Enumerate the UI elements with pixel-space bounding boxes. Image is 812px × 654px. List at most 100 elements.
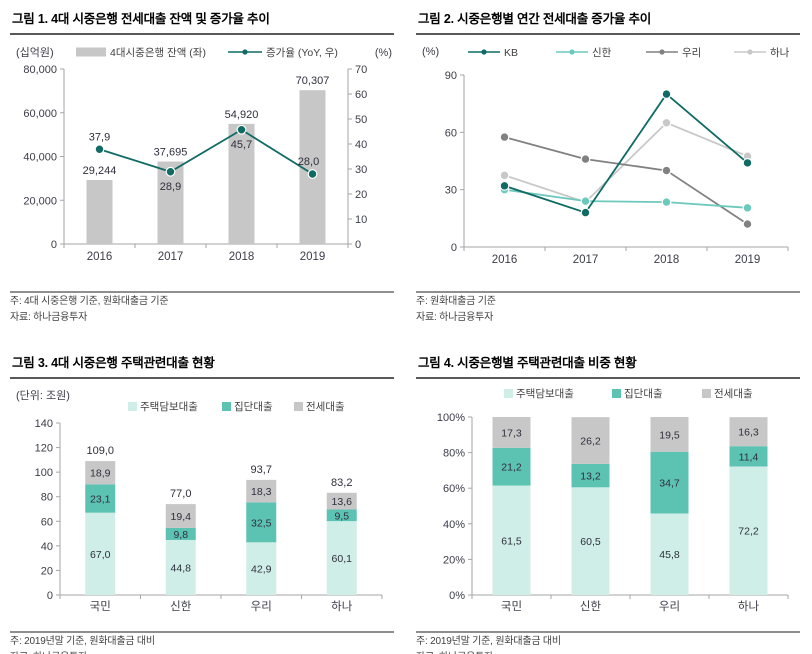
segment-value-label: 61,5 bbox=[501, 535, 522, 547]
figure3-chart: (단위: 조원) 주택담보대출 집단대출 전세대출 0 20 40 60 80 100 120 140… bbox=[10, 383, 396, 628]
legend-bar-swatch bbox=[76, 47, 106, 57]
total-value-label: 83,2 bbox=[331, 477, 352, 489]
figure2-chart: (%) KB 신한 우리 하나 0 30 60 90 2016 2017 2018 2019 bbox=[416, 39, 802, 288]
bar-segment bbox=[165, 504, 196, 528]
chart-text: 90 bbox=[445, 70, 457, 82]
data-point-marker bbox=[580, 207, 591, 218]
data-point-marker bbox=[742, 158, 753, 168]
line-series-KB bbox=[499, 89, 753, 218]
figure2-note: 주: 원화대출금 기준 bbox=[416, 296, 496, 307]
figure-panel-3: 그림 3. 4대 시중은행 주택관련대출 현황 (단위: 조원) 주택담보대출 집단… bbox=[0, 344, 406, 654]
chart-text: 0 bbox=[47, 590, 53, 602]
segment-value-label: 67,0 bbox=[90, 549, 111, 561]
bar bbox=[86, 180, 113, 244]
line-value-label: 28,9 bbox=[160, 181, 181, 193]
chart-text: 70 bbox=[355, 64, 367, 76]
figure4-note: 주: 2019년말 기준, 원화대출금 대비 bbox=[416, 636, 561, 647]
chart-text: 60 bbox=[41, 516, 53, 528]
chart-text: 우리 bbox=[659, 600, 680, 613]
data-point-marker bbox=[661, 165, 672, 176]
line-series-우리 bbox=[499, 132, 753, 229]
bar-value-label: 37,695 bbox=[154, 147, 188, 159]
chart-text: 2018 bbox=[229, 251, 255, 263]
legend-line-dot bbox=[481, 49, 487, 55]
data-point-marker bbox=[580, 154, 591, 164]
bar-segment bbox=[326, 492, 357, 510]
segment-value-label: 9,5 bbox=[334, 510, 349, 522]
data-point-marker bbox=[236, 124, 247, 135]
segment-value-label: 11,4 bbox=[739, 451, 759, 463]
left-axis-unit: (%) bbox=[422, 46, 439, 58]
bar-segment bbox=[492, 447, 531, 486]
chart-text: 0% bbox=[449, 590, 465, 602]
stacked-bar-우리: 45,8 34,7 19,5 bbox=[650, 417, 689, 595]
segment-value-label: 44,8 bbox=[171, 562, 192, 574]
stacked-bar-하나: 72,2 11,4 16,3 bbox=[729, 417, 768, 595]
chart-text: 100 bbox=[35, 467, 53, 479]
chart-text: 2017 bbox=[573, 254, 599, 266]
data-point-marker bbox=[499, 180, 510, 191]
legend-swatch bbox=[702, 389, 711, 398]
bar-segment bbox=[571, 487, 610, 595]
chart-text: 80% bbox=[443, 448, 465, 460]
footnote-divider bbox=[10, 291, 394, 293]
series-line bbox=[504, 92, 749, 214]
chart-text: 40 bbox=[355, 139, 367, 151]
segment-value-label: 23,1 bbox=[90, 493, 111, 505]
bar bbox=[228, 123, 255, 244]
legend-line-label: 증가율 (YoY, 우) bbox=[266, 47, 338, 59]
bar-value-label: 54,920 bbox=[225, 109, 259, 121]
segment-value-label: 21,2 bbox=[501, 462, 522, 474]
chart-text: 우리 bbox=[251, 600, 272, 613]
bar-segment bbox=[165, 527, 196, 540]
total-value-label: 77,0 bbox=[170, 488, 191, 500]
chart-text: 0 bbox=[355, 239, 361, 251]
series-line bbox=[504, 121, 748, 204]
figure1-title: 그림 1. 4대 시중은행 전세대출 잔액 및 증가율 추이 bbox=[12, 12, 270, 26]
data-point-marker bbox=[742, 202, 753, 213]
legend-label: 우리 bbox=[682, 47, 701, 59]
chart-text: 20,000 bbox=[23, 195, 57, 207]
legend-label: 집단대출 bbox=[624, 388, 663, 400]
footnote-divider bbox=[10, 631, 394, 633]
figure1-note: 주: 4대 시중은행 기준, 원화대출금 기준 bbox=[10, 296, 169, 307]
chart-text: 60 bbox=[355, 89, 367, 101]
chart-text: 2019 bbox=[300, 251, 326, 263]
chart-text: 20 bbox=[355, 189, 367, 201]
figure2-source: 자료: 하나금융투자 bbox=[416, 312, 494, 323]
stacked-bar-하나: 60,1 9,5 13,6 bbox=[326, 492, 357, 595]
bar-segment bbox=[650, 417, 689, 452]
fig4-chart-svg: 주택담보대출 집단대출 전세대출 0% 20% 40% 60% 80% 100% 61,5 21,2… bbox=[437, 388, 789, 613]
segment-value-label: 26,2 bbox=[580, 435, 601, 447]
figure-panel-1: 그림 1. 4대 시중은행 전세대출 잔액 및 증가율 추이 (십억원) (%) 4… bbox=[0, 0, 406, 344]
legend-label: 전세대출 bbox=[714, 388, 753, 400]
segment-value-label: 18,9 bbox=[90, 468, 111, 480]
line-series-신한 bbox=[499, 184, 753, 213]
data-point-marker bbox=[661, 197, 672, 207]
bar-segment bbox=[246, 502, 277, 543]
bar bbox=[299, 90, 326, 245]
figure4-chart: 주택담보대출 집단대출 전세대출 0% 20% 40% 60% 80% 100% 61,5 21,2… bbox=[416, 383, 802, 628]
segment-value-label: 60,5 bbox=[580, 536, 601, 548]
figure3-note: 주: 2019년말 기준, 원화대출금 대비 bbox=[10, 636, 155, 647]
legend-swatch bbox=[128, 402, 137, 411]
chart-text: 하나 bbox=[738, 599, 760, 613]
segment-value-label: 60,1 bbox=[332, 553, 353, 565]
chart-text: 40 bbox=[41, 541, 53, 553]
figure3-source: 자료: 하나금융투자 bbox=[10, 649, 394, 654]
segment-value-label: 18,3 bbox=[251, 486, 272, 498]
bar-segment bbox=[729, 446, 768, 467]
title-divider bbox=[10, 377, 394, 379]
chart-text: 120 bbox=[35, 443, 53, 455]
bar-segment bbox=[729, 466, 768, 595]
bar-segment bbox=[85, 461, 116, 485]
legend-swatch bbox=[294, 402, 303, 411]
stacked-bar-우리: 42,9 32,5 18,3 bbox=[246, 479, 277, 595]
title-divider bbox=[416, 33, 800, 35]
legend-label: 주택담보대출 bbox=[516, 388, 574, 400]
segment-value-label: 19,4 bbox=[171, 511, 192, 523]
chart-text: 140 bbox=[35, 418, 53, 430]
line-value-label: 45,7 bbox=[231, 139, 252, 151]
legend-swatch bbox=[222, 402, 231, 411]
